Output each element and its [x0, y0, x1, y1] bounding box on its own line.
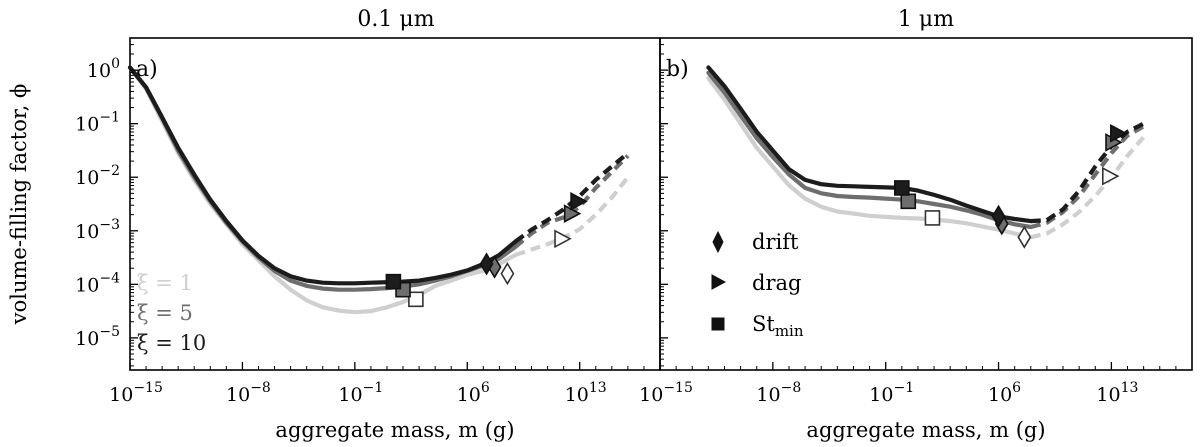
panel-b-frame [659, 37, 1193, 371]
legend-stmin-label: Stmin [752, 312, 804, 340]
panel-b-title: 1 μm [898, 7, 954, 32]
x-tick-base: 10 [338, 384, 362, 406]
x-tick-exponent: 6 [481, 380, 490, 396]
x-tick-label-a: 10−15 [109, 380, 163, 406]
legend-square-icon [711, 317, 725, 331]
x-tick-exponent: −8 [250, 380, 271, 396]
x-tick-exponent: −15 [663, 380, 693, 396]
series-dashed-a-0 [514, 175, 630, 257]
series-line-a-2 [127, 65, 518, 286]
y-tick-exponent: −1 [99, 110, 120, 126]
x-tick-label-b: 10−8 [756, 380, 801, 406]
y-tick-label: 10−3 [75, 217, 120, 243]
y-tick-label: 100 [87, 56, 120, 82]
series-dashed-b-0 [1030, 135, 1146, 240]
panel-a-title: 0.1 μm [357, 7, 434, 32]
series-line-b-0 [706, 76, 1033, 240]
y-tick-exponent: −2 [99, 163, 120, 179]
y-tick-label: 10−5 [75, 324, 120, 350]
xi-label-10: ξ = 10 [137, 331, 206, 355]
y-tick-base: 10 [75, 274, 99, 296]
x-tick-base: 10 [988, 384, 1012, 406]
stmin-marker-a-0 [408, 291, 424, 308]
x-tick-exponent: −1 [893, 380, 914, 396]
legend: drift drag Stmin [711, 230, 804, 340]
panel-b-letter: b) [666, 57, 689, 82]
x-tick-base: 10 [756, 384, 780, 406]
stmin-marker-b-0 [924, 210, 941, 226]
series-dashed-b-1 [1030, 124, 1145, 230]
x-tick-exponent: 6 [1012, 380, 1021, 396]
x-axis-title-a: aggregate mass, m (g) [275, 418, 514, 442]
x-tick-exponent: 13 [1121, 380, 1139, 396]
x-tick-exponent: −1 [363, 380, 384, 396]
x-tick-label-a: 106 [457, 380, 490, 406]
x-tick-base: 10 [109, 384, 133, 406]
x-tick-label-a: 1013 [565, 380, 607, 406]
y-tick-exponent: 0 [111, 56, 120, 72]
legend-stmin-main: St [752, 312, 775, 336]
y-tick-base: 10 [75, 221, 99, 243]
panel-a-plot [127, 65, 630, 315]
stmin-marker-b-1 [900, 193, 917, 210]
x-tick-label-b: 10−1 [869, 380, 914, 406]
x-tick-base: 10 [457, 384, 481, 406]
legend-diamond-icon [712, 230, 724, 254]
y-axis-title: volume-filling factor, ϕ [7, 84, 31, 326]
x-tick-label-b: 1013 [1096, 380, 1138, 406]
y-tick-base: 10 [75, 167, 99, 189]
y-tick-base: 10 [75, 328, 99, 350]
drift-marker-b-2 [991, 204, 1006, 228]
legend-drag-label: drag [752, 271, 801, 295]
x-tick-base: 10 [1096, 384, 1120, 406]
x-tick-label-b: 106 [988, 380, 1021, 406]
series-line-a-1 [127, 65, 518, 292]
panel-b: 1 μm b) drift drag Stmin [659, 7, 1193, 371]
drag-marker-a-0 [554, 229, 572, 249]
x-tick-base: 10 [639, 384, 663, 406]
x-tick-label-a: 10−1 [338, 380, 383, 406]
y-tick-base: 10 [87, 60, 111, 82]
drift-marker-a-0 [500, 262, 515, 286]
x-tick-exponent: −8 [781, 380, 802, 396]
xi-label-5: ξ = 5 [137, 301, 193, 325]
drag-marker-a-2 [570, 191, 588, 211]
drag-marker-b-0 [1101, 166, 1120, 186]
x-tick-label-b: 10−15 [639, 380, 693, 406]
x-tick-exponent: −15 [133, 380, 163, 396]
x-tick-label-a: 10−8 [226, 380, 271, 406]
xi-labels: ξ = 1 ξ = 5 ξ = 10 [137, 271, 206, 355]
y-tick-exponent: −5 [99, 324, 120, 340]
y-tick-base: 10 [75, 114, 99, 136]
xi-label-1: ξ = 1 [137, 271, 193, 295]
x-tick-base: 10 [869, 384, 893, 406]
y-tick-label: 10−2 [75, 163, 120, 189]
drift-marker-a-2 [479, 252, 494, 276]
y-tick-label: 10−1 [75, 110, 120, 136]
panel-a-letter: a) [136, 57, 158, 82]
y-tick-exponent: −4 [99, 270, 120, 286]
legend-triangle-icon [711, 274, 727, 290]
legend-stmin-sub: min [775, 322, 804, 340]
y-tick-label: 10−4 [75, 270, 120, 296]
panel-b-plot [706, 65, 1146, 249]
stmin-marker-a-2 [385, 273, 402, 290]
drag-marker-b-2 [1110, 123, 1128, 143]
series-line-b-1 [706, 70, 1033, 230]
x-tick-base: 10 [226, 384, 250, 406]
y-tick-exponent: −3 [99, 217, 120, 233]
panel-a: 0.1 μm a) ξ = 1 ξ = 5 ξ = 10 [127, 7, 661, 371]
drift-marker-b-0 [1017, 225, 1032, 249]
stmin-marker-b-2 [894, 180, 910, 196]
x-axis-title-b: aggregate mass, m (g) [806, 418, 1045, 442]
x-tick-exponent: 13 [589, 380, 607, 396]
x-tick-base: 10 [565, 384, 589, 406]
series-line-b-2 [706, 65, 1033, 224]
legend-drift-label: drift [752, 230, 799, 254]
